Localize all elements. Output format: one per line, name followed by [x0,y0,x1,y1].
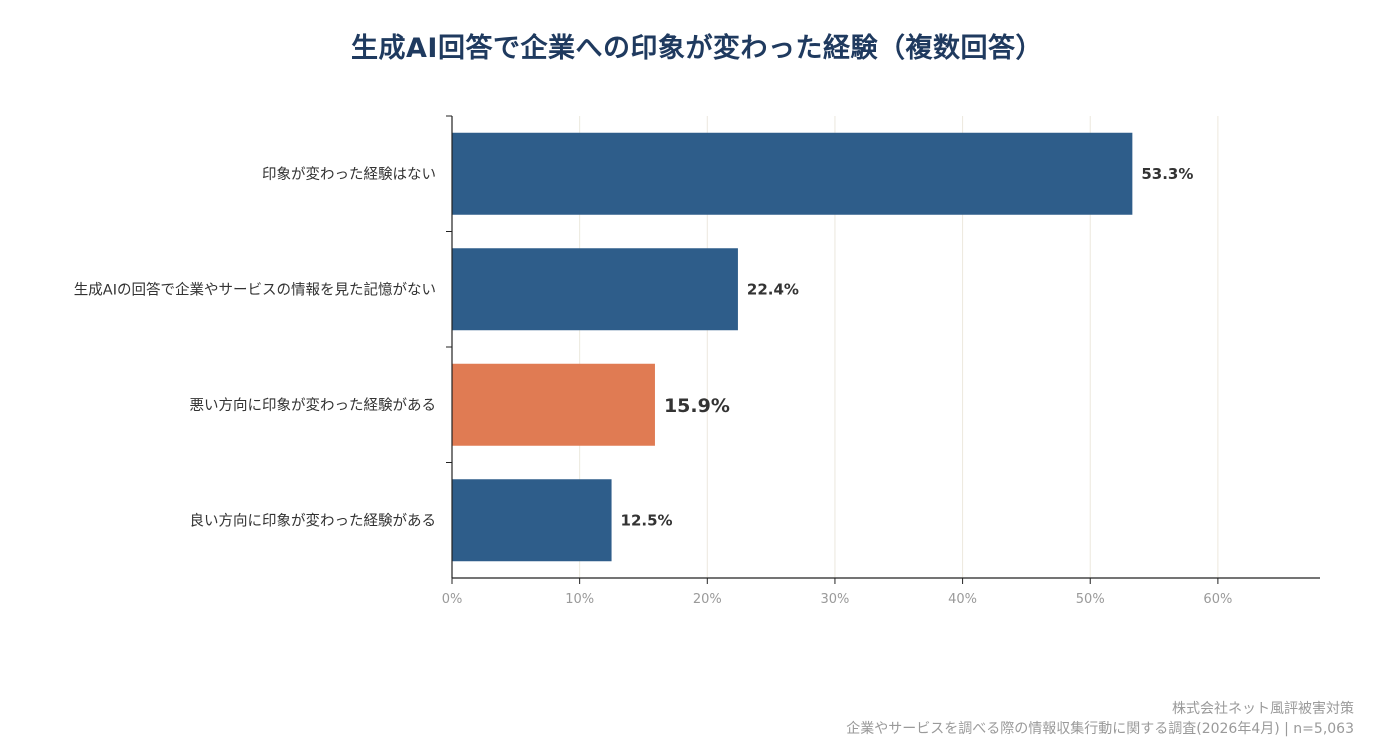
value-label: 22.4% [747,280,799,298]
x-tick-label: 0% [442,592,463,607]
x-tick-label: 20% [693,592,722,607]
axes [446,115,1320,584]
x-tick-label: 30% [820,592,849,607]
bar [452,363,655,446]
footer-company: 株式会社ネット風評被害対策 [1172,701,1354,717]
bar [452,248,738,331]
bar [452,479,612,562]
footer: 株式会社ネット風評被害対策 企業やサービスを調べる際の情報収集行動に関する調査(… [846,699,1354,739]
value-label: 12.5% [621,511,673,529]
x-tick-label: 40% [948,592,977,607]
bars [452,132,1133,562]
category-label: 印象が変わった経験はない [262,166,436,183]
category-label: 生成AIの回答で企業やサービスの情報を見た記憶がない [74,280,436,298]
chart-title: 生成AI回答で企業への印象が変わった経験（複数回答） [351,33,1043,64]
bar [452,132,1133,215]
category-label: 良い方向に印象が変わった経験がある [190,512,437,529]
labels: 0% 10% 20% 30% 40% 50% 60% 印象が変わった経験はない 53.3% 生成A… [74,165,1233,607]
x-tick-label: 50% [1076,592,1105,607]
x-tick-label: 60% [1203,592,1232,607]
x-tick-label: 10% [565,592,594,607]
category-label: 悪い方向に印象が変わった経験がある [190,397,437,414]
value-label: 53.3% [1141,165,1193,183]
value-label: 15.9% [664,395,730,417]
footer-source: 企業やサービスを調べる際の情報収集行動に関する調査(2026年4月) | n=5… [846,721,1354,737]
